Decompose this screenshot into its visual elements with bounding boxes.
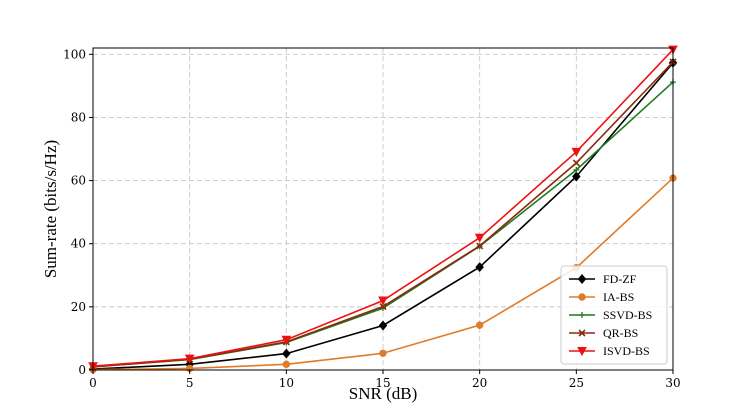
data-point-isvd-bs: [378, 296, 388, 306]
y-tick-label: 60: [71, 174, 86, 188]
x-tick-label: 10: [279, 376, 294, 390]
legend-swatch-marker: [578, 293, 586, 301]
data-point-qr-bs: [379, 302, 387, 311]
data-point-isvd-bs: [184, 354, 195, 364]
data-point-ia-bs: [282, 360, 291, 369]
y-tick-label: 20: [71, 300, 86, 314]
data-point-fd-zf: [282, 348, 291, 359]
legend-item-ia-bs: IA-BS: [569, 290, 634, 304]
data-point-fd-zf: [378, 320, 388, 331]
y-tick-label: 100: [63, 47, 86, 61]
y-tick-label: 40: [71, 237, 86, 251]
data-point-fd-zf: [572, 171, 581, 182]
series-isvd-bs: [88, 45, 678, 372]
x-tick-label: 25: [569, 376, 584, 390]
data-point-qr-bs: [476, 242, 484, 250]
legend-label: IA-BS: [603, 290, 634, 304]
data-point-qr-bs: [572, 159, 580, 167]
data-point-isvd-bs: [474, 233, 485, 243]
legend-item-isvd-bs: ISVD-BS: [569, 344, 650, 358]
legend-item-fd-zf: FD-ZF: [569, 272, 637, 286]
legend-item-qr-bs: QR-BS: [569, 326, 638, 340]
x-tick-label: 0: [89, 376, 97, 390]
legend-swatch-marker: [577, 347, 587, 357]
legend-swatch-marker: [578, 329, 586, 337]
y-tick-label: 80: [71, 110, 86, 124]
y-axis-label: Sum-rate (bits/s/Hz): [41, 140, 60, 278]
legend-swatch-marker: [577, 274, 587, 284]
legend-label: QR-BS: [603, 326, 638, 340]
x-tick-label: 15: [375, 376, 390, 390]
data-point-isvd-bs: [571, 147, 582, 157]
data-point-ia-bs: [475, 321, 484, 329]
legend: FD-ZF IA-BS SSVD-BS QR-BS ISVD-BS: [560, 265, 668, 365]
x-tick-label: 20: [472, 376, 487, 390]
legend-item-ssvd-bs: SSVD-BS: [569, 308, 652, 322]
legend-label: ISVD-BS: [603, 344, 650, 358]
legend-label: FD-ZF: [603, 272, 637, 286]
x-tick-label: 5: [186, 376, 194, 390]
legend-swatch-marker: [579, 312, 585, 318]
legend-box: [560, 265, 668, 365]
y-tick-label: 0: [78, 363, 86, 377]
legend-label: SSVD-BS: [603, 308, 652, 322]
data-point-isvd-bs: [281, 335, 292, 345]
x-tick-label: 30: [665, 376, 680, 390]
x-axis-label: SNR (dB): [349, 384, 417, 403]
data-point-ia-bs: [379, 349, 387, 357]
ticks: 0 5 10 15 20 25 30 0 20 40 60 80 100: [63, 47, 681, 390]
data-point-ssvd-bs: [573, 166, 580, 173]
data-point-fd-zf: [475, 262, 484, 273]
